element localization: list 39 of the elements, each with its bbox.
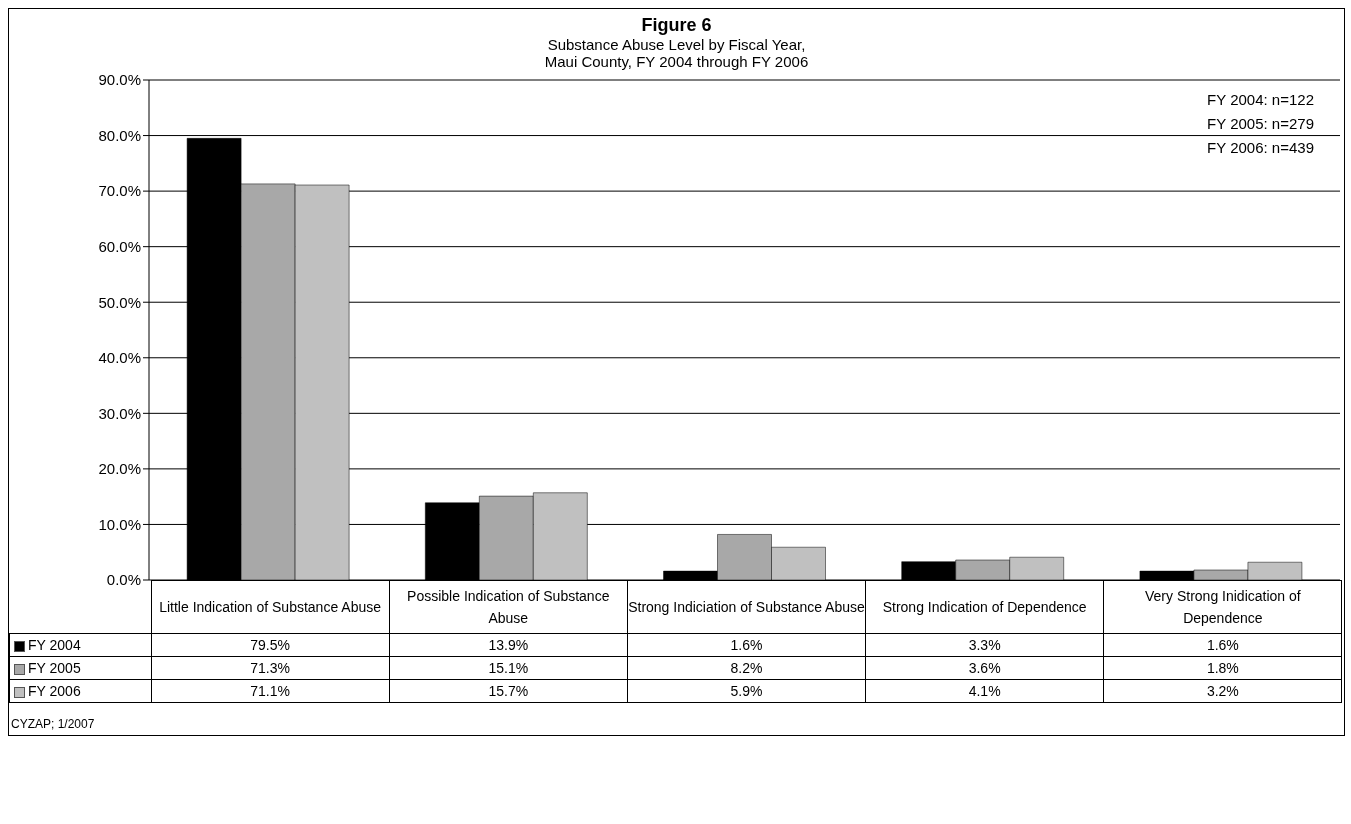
- x-tick-label: Very Strong Inidication of Dependence: [1103, 580, 1342, 634]
- text: CYZAP; 1/2007: [10, 716, 96, 733]
- x-tick-label: Strong Indication of Dependence: [865, 580, 1104, 634]
- data-label: 1.6%: [627, 633, 866, 657]
- y-tick-label: 10.0%: [98, 515, 141, 533]
- data-label: 8.2%: [627, 656, 866, 680]
- annotation: FY 2006: n=439: [1207, 138, 1314, 158]
- x-tick-label: Possible Indication of Substance Abuse: [389, 580, 628, 634]
- legend-label: FY 2006: [9, 679, 151, 703]
- data-label: 3.2%: [1103, 679, 1342, 703]
- data-label: 4.1%: [865, 679, 1104, 703]
- y-tick-label: 20.0%: [98, 460, 141, 478]
- y-tick-label: 0.0%: [106, 571, 141, 589]
- data-label: 3.6%: [865, 656, 1104, 680]
- data-label: 13.9%: [389, 633, 628, 657]
- data-label: 3.3%: [865, 633, 1104, 657]
- y-tick-label: 90.0%: [98, 71, 141, 89]
- y-tick-label: 50.0%: [98, 293, 141, 311]
- data-label: 5.9%: [627, 679, 866, 703]
- y-tick-label: 60.0%: [98, 237, 141, 255]
- y-tick-label: 40.0%: [98, 349, 141, 367]
- data-label: 71.1%: [151, 679, 390, 703]
- x-tick-label: Strong Indiciation of Substance Abuse: [627, 580, 866, 634]
- chart-subtitle: Substance Abuse Level by Fiscal Year, Maui County, FY 2004 through FY 2006: [543, 36, 810, 70]
- legend-label: FY 2005: [9, 656, 151, 680]
- chart-title: Figure 6: [640, 15, 713, 36]
- data-label: 15.1%: [389, 656, 628, 680]
- x-tick-label: Little Indication of Substance Abuse: [151, 580, 390, 634]
- y-tick-label: 30.0%: [98, 404, 141, 422]
- legend-label: FY 2004: [9, 633, 151, 657]
- y-tick-label: 80.0%: [98, 126, 141, 144]
- data-label: 1.8%: [1103, 656, 1342, 680]
- annotation: FY 2004: n=122: [1207, 90, 1314, 110]
- data-label: 71.3%: [151, 656, 390, 680]
- annotation: FY 2005: n=279: [1207, 114, 1314, 134]
- data-label: 15.7%: [389, 679, 628, 703]
- data-label: 79.5%: [151, 633, 390, 657]
- data-label: 1.6%: [1103, 633, 1342, 657]
- y-tick-label: 70.0%: [98, 182, 141, 200]
